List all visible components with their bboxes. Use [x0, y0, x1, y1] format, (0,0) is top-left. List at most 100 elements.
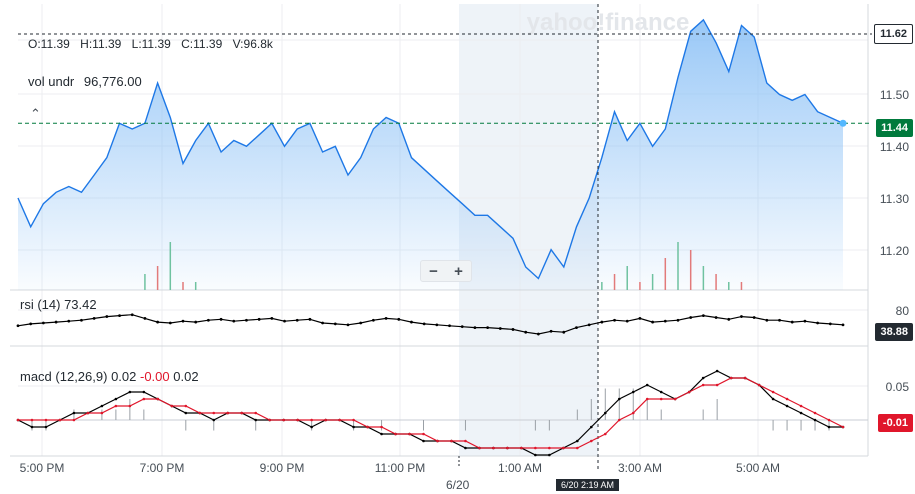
rsi-point [270, 317, 274, 320]
macd-signal-point [114, 404, 118, 408]
rsi-point [828, 322, 832, 326]
macd-signal-point [184, 404, 188, 408]
macd-signal-point [548, 446, 551, 450]
macd-point [464, 446, 467, 450]
macd-signal-point [478, 446, 481, 450]
rsi-point [321, 321, 325, 325]
rsi-point [67, 319, 71, 323]
macd-signal-point [562, 446, 565, 450]
rsi-point [473, 326, 477, 329]
macd-signal-point [534, 446, 537, 450]
macd-study-label[interactable]: macd (12,26,9) 0.02 -0.00 0.02 [20, 369, 199, 384]
macd-signal-point [729, 376, 733, 380]
rsi-point [549, 329, 553, 333]
watermark: yahoo!finance [527, 9, 690, 36]
macd-point [631, 390, 635, 394]
macd-point [30, 425, 34, 429]
volume-bar [144, 274, 146, 290]
macd-signal-point [86, 411, 90, 415]
macd-signal-point [799, 404, 803, 408]
macd-point [212, 418, 216, 422]
date-label: 6/20 [446, 478, 470, 492]
macd-signal-point [338, 418, 341, 422]
macd-signal-point [296, 418, 299, 422]
macd-point [128, 390, 132, 394]
macd-signal-point [198, 411, 202, 415]
macd-signal-point [58, 418, 62, 422]
macd-signal-point [841, 425, 845, 429]
macd-signal-point [450, 439, 453, 443]
macd-signal-point [673, 397, 677, 401]
rsi-point [118, 314, 121, 318]
macd-point [715, 369, 719, 373]
rsi-point [181, 319, 185, 323]
rsi-point [587, 323, 591, 327]
macd-point [827, 425, 831, 429]
macd-signal-point [142, 397, 146, 401]
zoom-out-button[interactable]: − [429, 262, 438, 280]
macd-signal-point [576, 446, 579, 450]
rsi-point [257, 317, 261, 321]
high-value: H:11.39 [80, 37, 122, 51]
macd-signal-point [743, 376, 747, 380]
rsi-point [295, 318, 299, 322]
volume-bar [613, 274, 616, 290]
rsi-point [156, 320, 160, 324]
macd-signal-point [408, 432, 411, 436]
rsi-point [410, 320, 413, 324]
volume-study-label[interactable]: vol undr 96,776.00 [28, 74, 142, 89]
macd-point [114, 397, 118, 401]
rsi-study-label[interactable]: rsi (14) 73.42 [20, 297, 97, 312]
price-area-fill [18, 19, 843, 291]
volume-study-value: 96,776.00 [83, 74, 142, 89]
rsi-point [486, 326, 490, 329]
rsi-point [841, 323, 845, 327]
macd-signal-point [100, 411, 104, 415]
macd-signal-point [72, 418, 76, 422]
macd-signal-point [30, 418, 34, 422]
rsi-study-name: rsi (14) [20, 297, 61, 312]
macd-line [17, 370, 843, 456]
rsi-point [194, 320, 198, 324]
macd-signal-point [394, 432, 397, 436]
rsi-point [219, 317, 223, 321]
volume-bar [626, 266, 628, 290]
macd-signal-point [380, 425, 383, 429]
macd-signal-point [757, 383, 761, 387]
volume-bar [169, 242, 172, 290]
macd-signal-point [813, 411, 817, 415]
macd-point [603, 411, 607, 415]
macd-signal-point [687, 390, 691, 394]
price-tick: 11.50 [879, 88, 909, 102]
rsi-point [371, 318, 375, 322]
collapse-caret-icon[interactable]: ⌃ [30, 106, 41, 121]
volume-study-name: vol undr [28, 74, 75, 89]
rsi-point [625, 319, 629, 323]
rsi-point [448, 324, 451, 328]
volume-bar [194, 282, 197, 290]
macd-point [380, 432, 383, 436]
rsi-point [168, 321, 172, 325]
macd-value-2: -0.00 [140, 369, 170, 384]
macd-signal-point [366, 425, 369, 429]
macd-signal-point [506, 446, 509, 450]
macd-signal-point [590, 439, 593, 443]
price-tick: 11.40 [879, 140, 909, 154]
last-price-tag: 11.44 [876, 119, 913, 137]
macd-point [590, 425, 593, 429]
macd-signal-point [128, 404, 132, 408]
macd-signal-point [464, 439, 467, 443]
zoom-in-button[interactable]: + [454, 262, 463, 280]
rsi-point [29, 322, 33, 326]
price-tick: 11.20 [879, 244, 909, 258]
macd-point [422, 439, 425, 443]
macd-point [100, 404, 104, 408]
macd-signal-point [785, 397, 789, 401]
macd-signal-point [520, 446, 523, 450]
macd-signal-point [701, 383, 705, 387]
macd-signal-point [16, 418, 20, 422]
volume-bar [689, 250, 692, 290]
macd-study-name: macd (12,26,9) [20, 369, 108, 384]
macd-signal-point [422, 432, 425, 436]
